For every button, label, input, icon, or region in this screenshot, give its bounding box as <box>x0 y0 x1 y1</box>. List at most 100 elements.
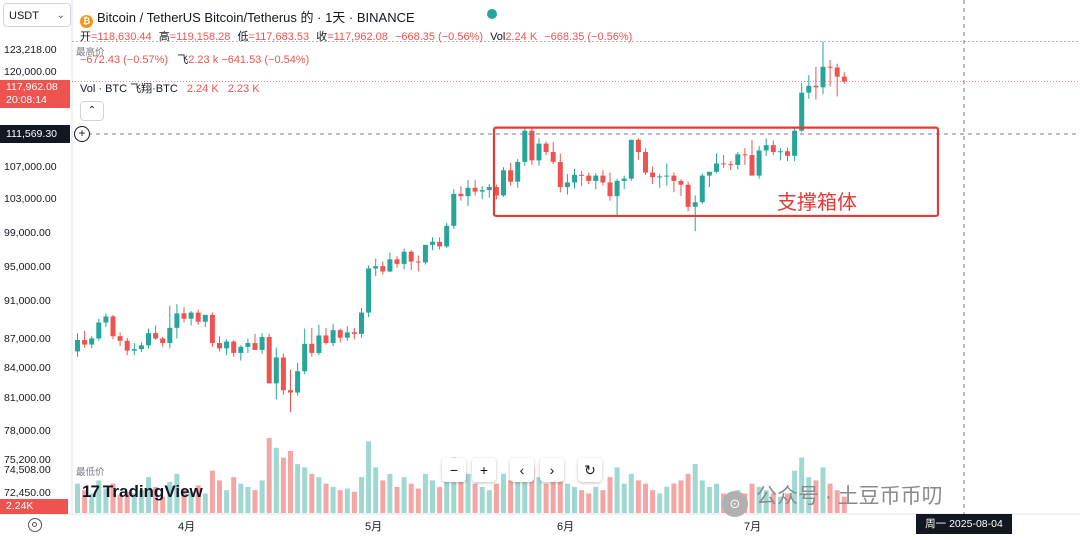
candle-body <box>401 251 407 264</box>
candle-body <box>408 251 414 262</box>
price-label: 120,000.00 <box>4 66 57 78</box>
volume-bar <box>337 490 343 513</box>
candle-body <box>252 343 258 350</box>
candle-body <box>607 182 613 197</box>
candle-body <box>699 175 705 203</box>
volume-bar <box>401 477 407 513</box>
zoom-in-button[interactable]: + <box>472 458 496 482</box>
symbol-select[interactable]: USDT ⌄ <box>3 3 71 27</box>
month-label: 6月 <box>557 521 575 533</box>
volume-bar <box>529 467 535 513</box>
vol-value: 2.24 K <box>505 31 538 43</box>
candle-body <box>181 313 187 319</box>
chevron-down-icon: ⌄ <box>56 10 65 21</box>
volume-bar <box>472 483 478 513</box>
price-label: 75,200.00 <box>4 454 51 466</box>
low-marker-label: 最低价 <box>76 467 105 478</box>
candle-body <box>657 176 663 178</box>
month-label: 7月 <box>744 521 762 533</box>
volume-bar <box>344 488 350 513</box>
bitcoin-icon: ₿ <box>80 15 93 28</box>
candle-body <box>515 161 521 182</box>
candle-body <box>387 259 393 272</box>
open-label: 开 <box>80 31 91 43</box>
row2-value: 2.23 k −641.53 (−0.54%) <box>188 54 310 66</box>
candle-body <box>394 259 400 264</box>
ohlc-legend: 开=118,630.44 高=119,158.28 低=117,683.53 收… <box>80 28 636 44</box>
candle-body <box>465 187 471 197</box>
collapse-legend-button[interactable]: ⌃ <box>80 101 104 121</box>
close-value: =117,962.08 <box>327 31 388 43</box>
price-label: 81,000.00 <box>4 392 51 404</box>
candle-body <box>415 261 421 263</box>
scroll-left-button[interactable]: ‹ <box>510 458 534 482</box>
volume-series <box>75 438 847 513</box>
volume-bar <box>579 490 585 513</box>
support-box-rectangle <box>492 126 940 218</box>
candle-body <box>302 343 308 372</box>
crosshair-price-tag: 111,569.30 <box>0 125 70 143</box>
candle-body <box>792 130 798 156</box>
candle-body <box>75 340 80 352</box>
candle-body <box>188 312 194 319</box>
candle-body <box>671 175 677 181</box>
tradingview-logo[interactable]: 17 TradingView <box>82 482 203 502</box>
candle-body <box>422 244 428 263</box>
ohlc-legend-row2: −672.43 (−0.57%) 飞2.23 k −641.53 (−0.54%… <box>80 51 309 67</box>
candle-body <box>536 143 542 161</box>
crosshair-date-tag: 周一 2025-08-04 <box>916 514 1012 534</box>
volume-bar <box>834 490 840 513</box>
candle-body <box>103 316 109 323</box>
volume-bar <box>302 467 308 513</box>
candle-body <box>280 357 286 391</box>
candle-body <box>522 130 528 162</box>
candle-body <box>273 357 279 384</box>
candle-body <box>437 241 443 247</box>
volume-bar <box>572 486 577 513</box>
candle-body <box>678 180 684 185</box>
candle-body <box>359 312 364 334</box>
volume-bar <box>799 457 805 513</box>
candle-body <box>245 343 251 347</box>
volume-bar <box>706 486 712 513</box>
bar-countdown: 20:08:14 <box>6 94 47 106</box>
candle-body <box>557 161 563 188</box>
candle-body <box>138 345 144 350</box>
reset-chart-button[interactable]: ↻ <box>578 458 602 482</box>
current-price: 117,962.08 <box>6 81 58 93</box>
price-label: 99,000.00 <box>4 227 51 239</box>
candle-body <box>834 67 840 77</box>
candle-body <box>316 335 322 353</box>
low-value: =117,683.53 <box>248 31 310 43</box>
add-alert-icon[interactable]: + <box>74 126 90 142</box>
high-value: =119,158.28 <box>169 31 231 43</box>
volume-bar <box>89 493 95 513</box>
volume-bar <box>536 477 542 513</box>
volume-legend-label: Vol · BTC 飞翔·BTC <box>80 83 178 95</box>
current-price-tag: 117,962.08 20:08:14 <box>0 80 70 108</box>
volume-bar <box>714 483 719 513</box>
volume-bar <box>827 483 833 513</box>
candle-body <box>174 313 180 328</box>
candle-body <box>195 312 201 322</box>
volume-bar <box>266 438 272 513</box>
zoom-out-button[interactable]: − <box>442 458 466 482</box>
candle-body <box>614 180 620 197</box>
row2-change: −672.43 (−0.57%) <box>80 54 169 66</box>
volume-bar <box>586 493 592 513</box>
scroll-right-button[interactable]: › <box>540 458 564 482</box>
volume-bar <box>678 480 684 513</box>
chart-header: USDT ⌄ ₿ Bitcoin / TetherUS Bitcoin/Tethe… <box>0 0 1080 66</box>
candle-body <box>600 175 606 183</box>
volume-bar <box>657 493 663 513</box>
volume-bar <box>167 482 173 513</box>
candle-body <box>131 349 137 351</box>
volume-bar <box>508 480 514 513</box>
price-label: 72,450.00 <box>4 487 51 499</box>
volume-bar <box>635 480 641 513</box>
volume-bar <box>209 470 215 513</box>
volume-bar <box>387 473 393 513</box>
candle-body <box>259 336 265 350</box>
chart-settings-icon[interactable] <box>28 518 42 532</box>
